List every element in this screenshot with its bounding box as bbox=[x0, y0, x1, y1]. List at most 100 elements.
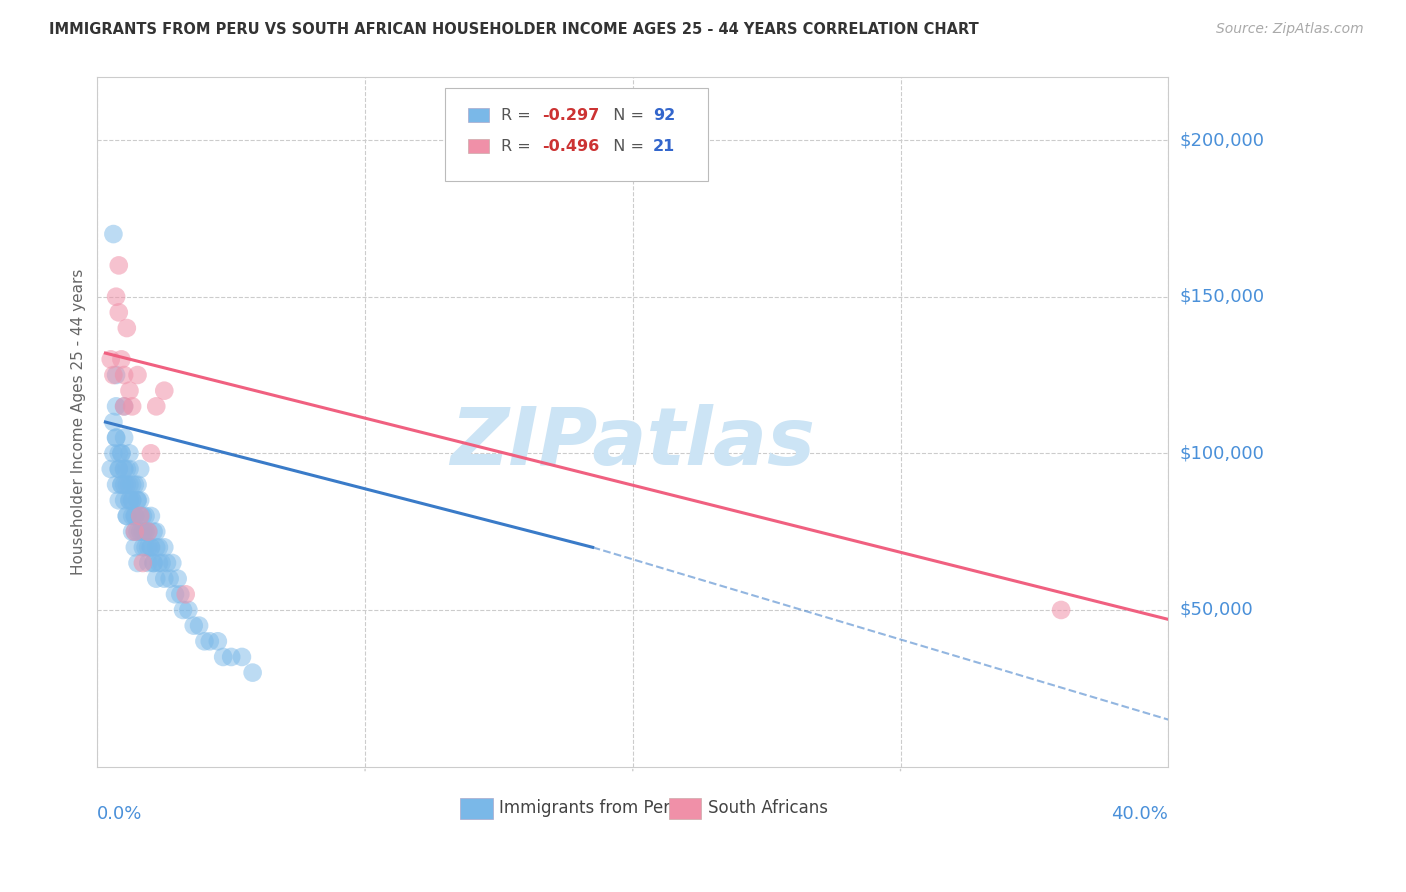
Point bbox=[135, 524, 157, 539]
Text: South Africans: South Africans bbox=[707, 799, 828, 817]
Point bbox=[219, 649, 242, 664]
Point bbox=[148, 556, 170, 570]
Point bbox=[100, 352, 122, 367]
Point bbox=[207, 634, 229, 648]
Text: 21: 21 bbox=[654, 139, 675, 153]
Point bbox=[129, 493, 152, 508]
Text: Immigrants from Peru: Immigrants from Peru bbox=[499, 799, 681, 817]
Point bbox=[142, 556, 165, 570]
Point bbox=[118, 446, 141, 460]
Point bbox=[112, 431, 135, 445]
Point bbox=[124, 541, 146, 555]
Point bbox=[121, 493, 143, 508]
Point bbox=[129, 508, 152, 523]
Point bbox=[135, 508, 157, 523]
Point bbox=[129, 524, 152, 539]
Point bbox=[112, 368, 135, 382]
Point bbox=[127, 477, 149, 491]
Point bbox=[132, 556, 155, 570]
Point bbox=[118, 384, 141, 398]
Point bbox=[115, 477, 138, 491]
Point bbox=[124, 524, 146, 539]
Point bbox=[103, 227, 125, 241]
Text: ZIPatlas: ZIPatlas bbox=[450, 404, 815, 482]
Point bbox=[121, 524, 143, 539]
Point bbox=[136, 556, 159, 570]
Point bbox=[162, 556, 184, 570]
Point bbox=[100, 462, 122, 476]
Point bbox=[136, 541, 159, 555]
Point bbox=[139, 541, 162, 555]
Point bbox=[107, 446, 129, 460]
Point bbox=[105, 400, 128, 414]
Text: $50,000: $50,000 bbox=[1180, 601, 1253, 619]
Point bbox=[132, 508, 155, 523]
Point bbox=[121, 508, 143, 523]
Point bbox=[107, 462, 129, 476]
Point bbox=[166, 572, 188, 586]
Point bbox=[198, 634, 221, 648]
Point bbox=[107, 493, 129, 508]
Text: R =: R = bbox=[501, 108, 536, 123]
Point bbox=[139, 446, 162, 460]
Point bbox=[145, 400, 167, 414]
Point bbox=[136, 524, 159, 539]
Point bbox=[107, 305, 129, 319]
Point bbox=[148, 541, 170, 555]
Text: R =: R = bbox=[501, 139, 536, 153]
Point bbox=[110, 477, 132, 491]
Point bbox=[127, 524, 149, 539]
Point bbox=[115, 508, 138, 523]
Y-axis label: Householder Income Ages 25 - 44 years: Householder Income Ages 25 - 44 years bbox=[72, 268, 86, 575]
Point bbox=[124, 524, 146, 539]
Point bbox=[127, 493, 149, 508]
Point bbox=[127, 556, 149, 570]
Point bbox=[188, 618, 211, 632]
Point bbox=[153, 572, 176, 586]
Point bbox=[212, 649, 235, 664]
Text: $200,000: $200,000 bbox=[1180, 131, 1264, 149]
Text: 40.0%: 40.0% bbox=[1111, 805, 1168, 823]
Point bbox=[153, 541, 176, 555]
Point bbox=[103, 446, 125, 460]
Point bbox=[129, 462, 152, 476]
Point bbox=[105, 431, 128, 445]
Point bbox=[112, 477, 135, 491]
Point bbox=[139, 508, 162, 523]
Point bbox=[124, 508, 146, 523]
Point bbox=[110, 446, 132, 460]
Point bbox=[159, 572, 181, 586]
Point bbox=[115, 321, 138, 335]
Point bbox=[124, 477, 146, 491]
Point bbox=[172, 603, 194, 617]
Point bbox=[150, 556, 173, 570]
Point bbox=[103, 415, 125, 429]
Point bbox=[118, 493, 141, 508]
Point bbox=[193, 634, 215, 648]
Point bbox=[105, 368, 128, 382]
Point bbox=[153, 384, 176, 398]
Point bbox=[145, 524, 167, 539]
Point bbox=[110, 352, 132, 367]
Text: N =: N = bbox=[603, 139, 650, 153]
Point bbox=[110, 477, 132, 491]
FancyBboxPatch shape bbox=[460, 798, 492, 819]
Text: 92: 92 bbox=[654, 108, 675, 123]
Point bbox=[139, 541, 162, 555]
Point bbox=[112, 462, 135, 476]
Point bbox=[183, 618, 205, 632]
Text: 0.0%: 0.0% bbox=[97, 805, 143, 823]
Point bbox=[112, 400, 135, 414]
Text: -0.496: -0.496 bbox=[541, 139, 599, 153]
Point bbox=[129, 508, 152, 523]
Point bbox=[1050, 603, 1073, 617]
Text: Source: ZipAtlas.com: Source: ZipAtlas.com bbox=[1216, 22, 1364, 37]
Point bbox=[105, 290, 128, 304]
Point bbox=[127, 493, 149, 508]
FancyBboxPatch shape bbox=[669, 798, 702, 819]
Point bbox=[174, 587, 197, 601]
Point bbox=[242, 665, 264, 680]
Point bbox=[107, 259, 129, 273]
Point bbox=[177, 603, 200, 617]
Point bbox=[121, 493, 143, 508]
